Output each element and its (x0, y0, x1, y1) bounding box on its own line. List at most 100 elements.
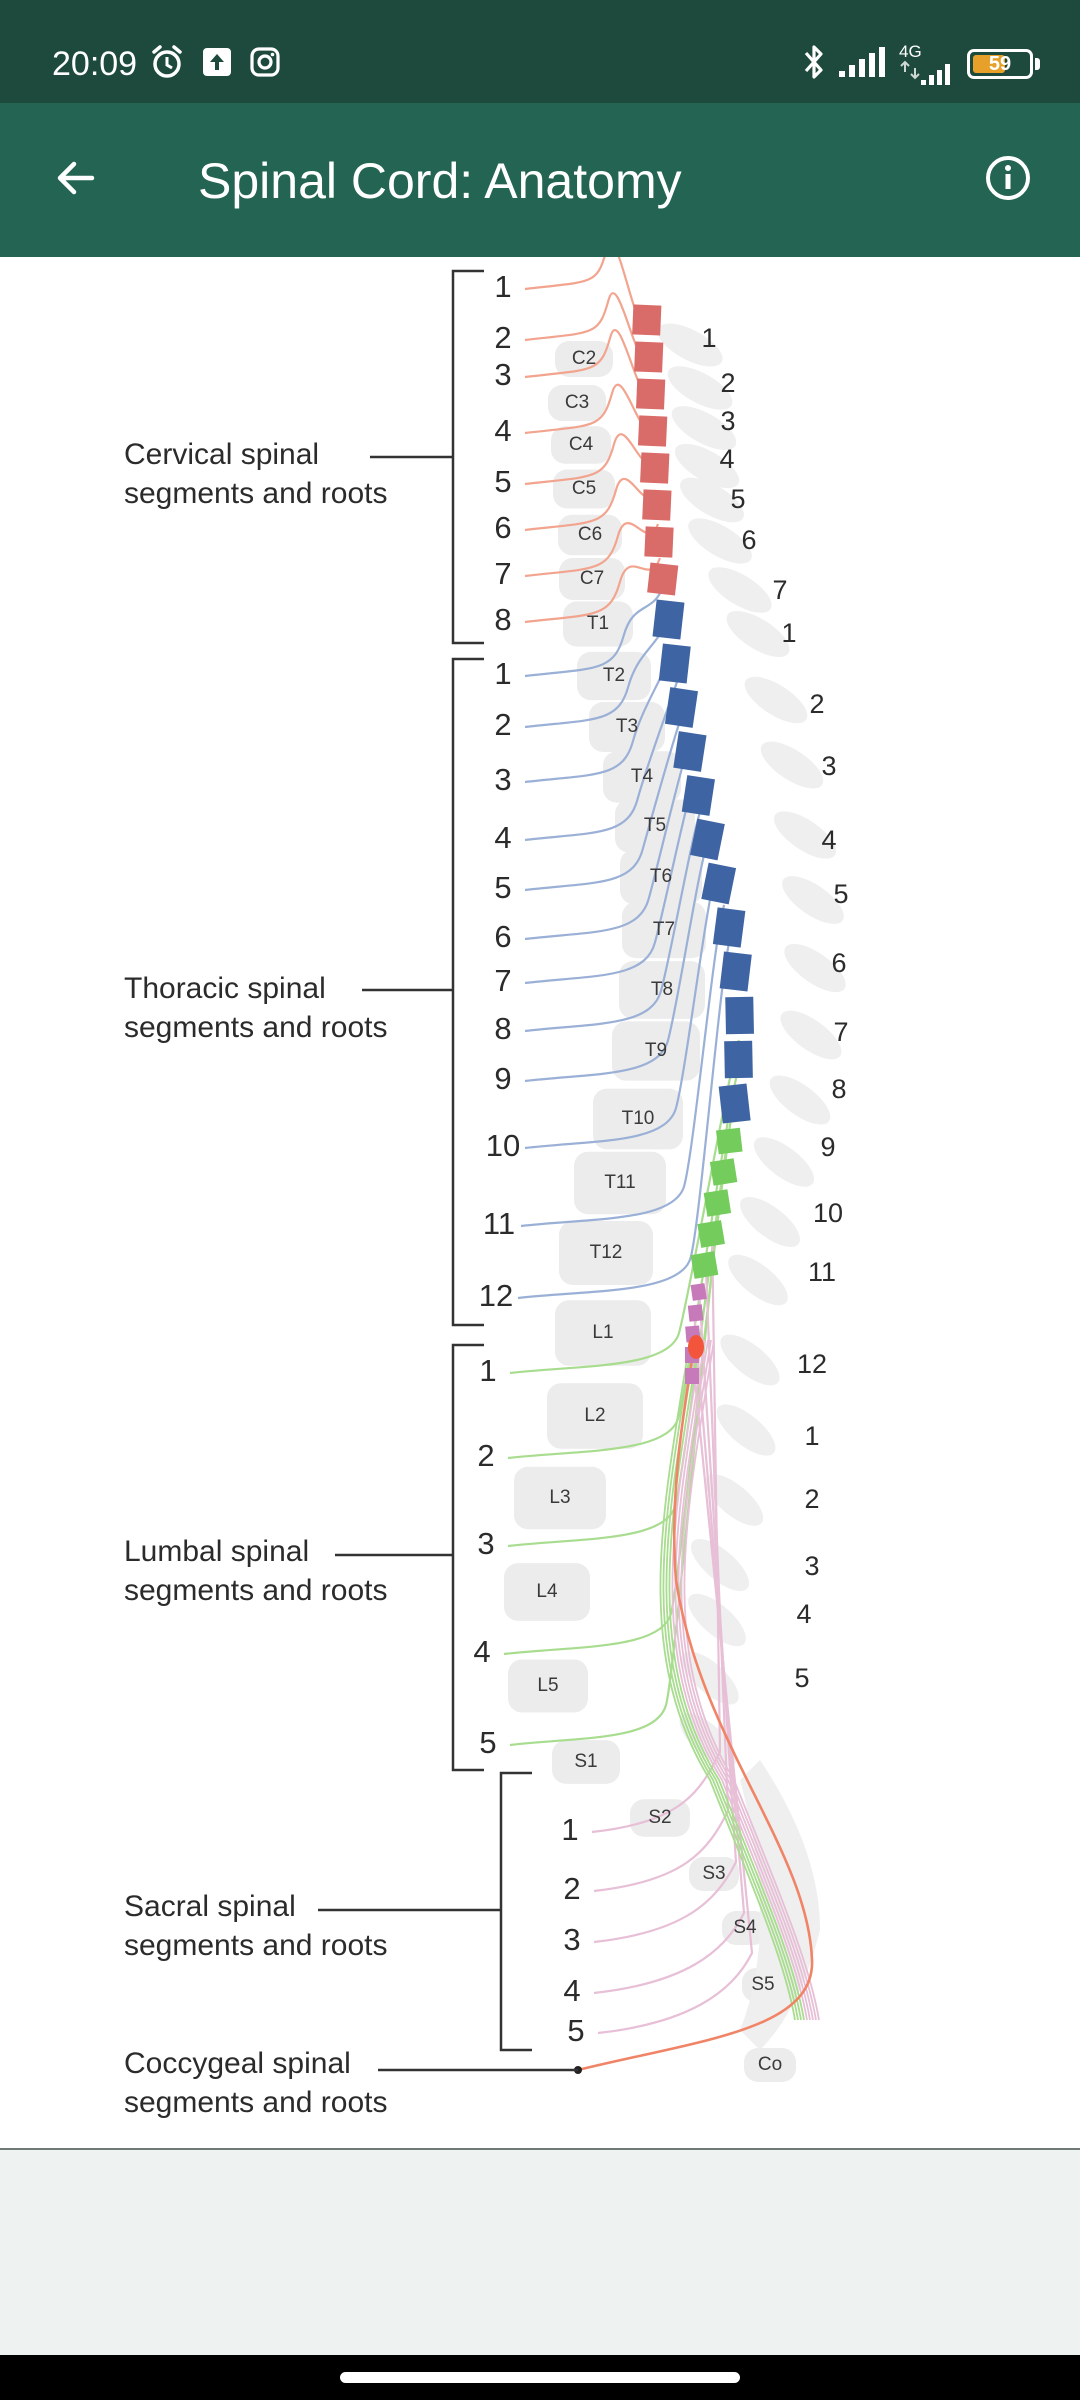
root-number-thoracic: 9 (494, 1061, 511, 1096)
spinous-process (784, 943, 846, 993)
vertebra-label: T11 (604, 1172, 635, 1193)
vertebra-number-right: 4 (796, 1599, 811, 1629)
spinous-process (720, 1334, 780, 1386)
vertebra-label: C4 (569, 434, 594, 455)
spinous-process (744, 676, 808, 724)
cauda-equina-strand (680, 1339, 817, 2021)
vertebra-label: S5 (751, 1974, 774, 1995)
group-label-sacral-line2: segments and roots (124, 1929, 387, 1962)
vertebral-body (559, 1221, 653, 1285)
cord-segment-thoracic (664, 687, 698, 728)
info-button[interactable] (976, 148, 1040, 212)
cord-segment-thoracic (719, 951, 752, 992)
vertebra-number-right: 8 (831, 1074, 846, 1104)
cauda-equina-strand (668, 1339, 805, 2021)
nerve-root-sacral (593, 1259, 730, 1893)
vertebral-body (612, 1021, 700, 1081)
root-number-lumbar: 3 (477, 1526, 494, 1561)
nerve-root-thoracic (524, 616, 670, 729)
vertebra-label: C6 (578, 524, 602, 545)
bracket-cervical (451, 269, 484, 645)
spinous-process (690, 1538, 750, 1592)
cauda-equina-strand (659, 1339, 796, 2021)
cord-segment-thoracic (724, 1040, 753, 1079)
back-button[interactable] (44, 148, 108, 212)
bluetooth-icon (801, 42, 827, 87)
vertebra-label: L2 (584, 1405, 605, 1426)
status-bar: 20:09 4G 59 (0, 0, 1080, 103)
root-number-sacral: 4 (563, 1973, 580, 2008)
vertebra-number-right: 12 (797, 1349, 827, 1379)
nerve-roots-layer (503, 257, 820, 2074)
group-label-lumbar-line2: segments and roots (124, 1574, 387, 1607)
root-number-thoracic: 2 (494, 707, 511, 742)
vertebral-body (551, 426, 611, 464)
nerve-root-coccygeal (577, 1344, 814, 2072)
cord-segment-cervical (634, 341, 664, 373)
vertebra-label: C3 (565, 392, 589, 413)
group-label-thoracic-line1: Thoracic spinal (124, 972, 326, 1005)
nerve-root-thoracic (524, 744, 690, 941)
root-number-cervical: 5 (494, 464, 511, 499)
vertebral-body (555, 341, 613, 377)
vertebra-label: L3 (549, 1487, 570, 1508)
network-type-label: 4G (899, 41, 922, 61)
root-number-lumbar: 4 (473, 1634, 490, 1669)
root-number-cervical: 4 (494, 413, 511, 448)
cord-segment-thoracic (652, 599, 685, 640)
vertebra-number-right: 1 (701, 323, 716, 353)
vertebra-label: T2 (603, 665, 625, 686)
vertebra-number-right: 4 (719, 444, 734, 474)
spinal-cord-figure: C2 C3 C4 C5 C6 C7 T1 T2 T3 T4 T5 T6 T7 T8 T9 T10 T11 T12 L… (0, 257, 1080, 2150)
vertebra-label: S3 (702, 1863, 725, 1884)
root-number-cervical: 7 (494, 556, 511, 591)
spinous-process (773, 811, 837, 859)
cord-segment-thoracic (681, 775, 715, 816)
nerve-root-thoracic (524, 840, 709, 1083)
vertebra-label: T3 (616, 716, 638, 737)
spinal-cord-diagram: C2 C3 C4 C5 C6 C7 T1 T2 T3 T4 T5 T6 T7 T8 T9 T10 T11 T12 L… (124, 257, 849, 2119)
vertebra-label: T8 (651, 979, 673, 1000)
root-number-thoracic: 10 (486, 1128, 520, 1163)
vertebra-number-right: 5 (794, 1663, 809, 1693)
vertebra-label: S1 (574, 1751, 597, 1772)
cord-segment-cervical (644, 526, 674, 558)
vertebral-body (514, 1466, 606, 1530)
vertebra-number-right: 5 (833, 879, 848, 909)
bracket-thoracic (451, 657, 484, 1327)
home-indicator[interactable] (340, 2372, 740, 2383)
vertebral-body (722, 1911, 768, 1945)
vertebra-number-right: 7 (833, 1017, 848, 1047)
cord-segment-lumbar (690, 1251, 719, 1279)
vertebra-number-right: 3 (804, 1551, 819, 1581)
group-label-sacral-line1: Sacral spinal (124, 1890, 296, 1923)
vertebra-label: Co (758, 2054, 782, 2075)
signal-icon (837, 45, 889, 84)
vertebra-label: C5 (572, 478, 596, 499)
status-icons-right: 4G 59 (801, 42, 1040, 86)
spinous-process (671, 406, 737, 450)
cord-segment-thoracic (658, 643, 691, 684)
vertebral-body (574, 1151, 666, 1215)
vertebra-number-right: 7 (772, 575, 787, 605)
cord-segment-thoracic (690, 818, 725, 861)
vertebra-label: S4 (733, 1917, 757, 1938)
vertebra-number-right: 6 (741, 525, 756, 555)
vertebra-number-right: 4 (821, 825, 836, 855)
nerve-root-thoracic (524, 808, 703, 1033)
battery-nub (1035, 58, 1040, 70)
vertebral-body (603, 751, 681, 803)
nerve-root-thoracic (520, 904, 726, 1228)
cord-segment-cervical (642, 489, 672, 521)
bracket-sacral (499, 1771, 532, 2052)
spinous-process (726, 610, 790, 658)
vertebra-label: S2 (648, 1807, 671, 1828)
vertebra-label: T10 (622, 1108, 655, 1129)
cord-segment-thoracic (712, 907, 746, 948)
root-number-cervical: 8 (494, 602, 511, 637)
vertebra-number-right: 3 (720, 406, 735, 436)
vertebra-label: T1 (587, 613, 609, 634)
spinous-process (769, 1075, 831, 1125)
vertebral-body (615, 799, 695, 853)
battery-indicator: 59 (967, 49, 1033, 79)
